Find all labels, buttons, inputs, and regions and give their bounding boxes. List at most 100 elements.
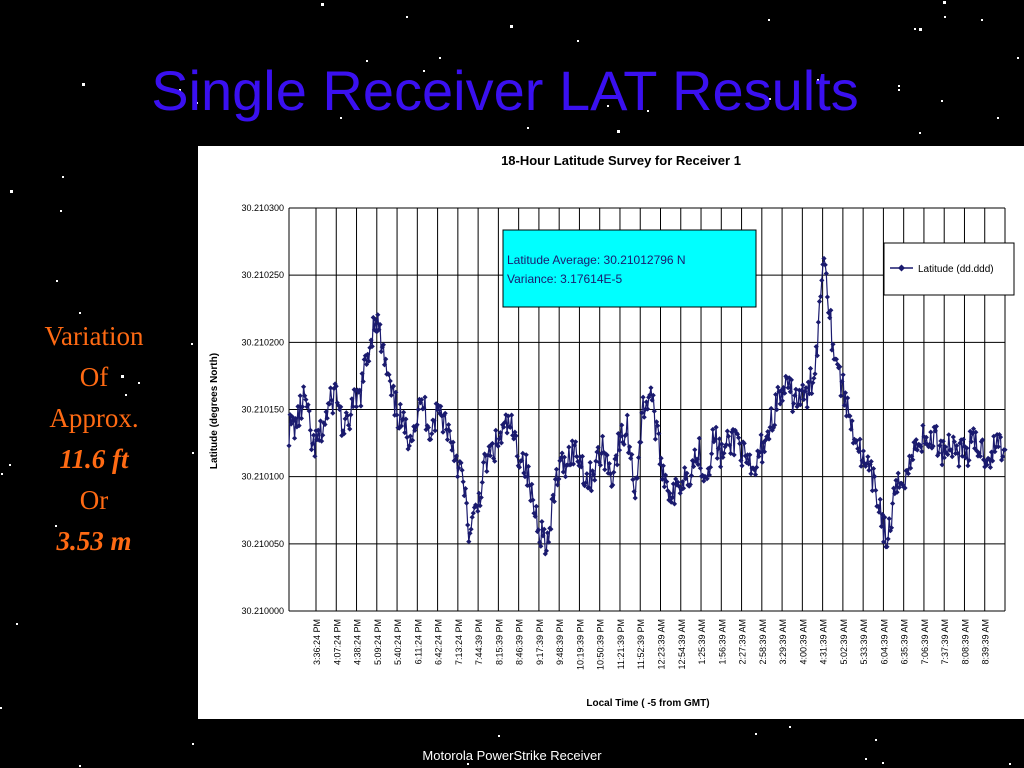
x-tick-label: 5:02:39 AM <box>839 619 849 665</box>
data-point <box>823 270 829 277</box>
data-point <box>988 449 995 455</box>
data-point <box>688 473 694 479</box>
data-point <box>850 440 856 446</box>
data-point <box>834 361 841 367</box>
data-point <box>870 466 877 472</box>
data-point <box>347 426 353 432</box>
data-point <box>882 514 888 520</box>
data-point <box>779 398 785 404</box>
data-point <box>787 389 793 395</box>
data-point <box>747 452 753 458</box>
data-point <box>768 405 774 412</box>
data-point <box>553 466 560 472</box>
data-point <box>713 424 719 430</box>
data-point <box>557 458 563 464</box>
star-dot <box>138 382 140 384</box>
data-point <box>984 462 990 468</box>
data-point <box>294 424 300 430</box>
data-point <box>714 455 720 461</box>
data-point <box>956 463 962 469</box>
data-point <box>697 465 703 471</box>
data-point <box>674 482 680 488</box>
data-point <box>308 447 315 453</box>
x-tick-label: 5:40:24 PM <box>393 619 403 665</box>
data-point <box>407 433 413 439</box>
data-point <box>458 460 464 466</box>
data-point <box>963 455 969 461</box>
data-point <box>1000 454 1006 460</box>
data-point <box>519 458 525 464</box>
data-point <box>573 439 579 445</box>
data-point <box>842 390 848 396</box>
data-point <box>477 503 483 509</box>
data-point <box>847 413 853 419</box>
data-point <box>742 453 748 459</box>
data-point <box>933 423 939 429</box>
data-point <box>504 430 510 436</box>
data-point <box>825 310 832 316</box>
data-point <box>292 435 298 441</box>
data-point <box>920 422 926 429</box>
star-dot <box>520 93 522 95</box>
data-point <box>723 442 729 448</box>
data-point <box>738 457 744 464</box>
data-point <box>821 255 827 262</box>
x-tick-label: 6:42:24 PM <box>434 619 444 665</box>
data-point <box>712 436 718 442</box>
data-point <box>299 404 306 410</box>
data-point <box>979 437 986 443</box>
star-dot <box>467 763 469 765</box>
data-point <box>721 450 727 456</box>
data-point <box>468 526 474 532</box>
data-point <box>569 438 575 444</box>
data-point <box>556 476 562 482</box>
data-point <box>815 319 821 325</box>
data-point <box>629 451 635 458</box>
data-point <box>340 428 346 434</box>
y-tick-label: 30.210250 <box>241 270 284 280</box>
data-point <box>658 455 664 461</box>
data-point <box>539 519 545 525</box>
data-point <box>372 317 379 323</box>
data-point <box>624 412 630 418</box>
data-point <box>428 436 434 442</box>
data-point <box>304 404 310 410</box>
data-point <box>732 427 738 433</box>
data-point <box>654 419 660 425</box>
data-point <box>856 449 862 455</box>
data-point <box>959 453 965 459</box>
data-point <box>875 503 881 509</box>
data-point <box>976 450 982 456</box>
data-point <box>819 277 825 283</box>
data-point <box>942 444 948 450</box>
data-point <box>343 410 349 416</box>
data-point <box>421 405 427 411</box>
x-tick-label: 9:48:39 PM <box>555 619 565 665</box>
data-point <box>645 406 651 412</box>
star-dot <box>817 79 819 81</box>
data-point <box>756 453 762 460</box>
data-point <box>537 539 543 545</box>
data-point <box>792 392 798 399</box>
data-point <box>786 375 792 381</box>
data-point <box>610 482 616 488</box>
star-dot <box>768 19 770 21</box>
data-point <box>630 477 636 483</box>
data-point <box>583 480 589 486</box>
legend-marker-icon <box>898 264 905 272</box>
data-point <box>634 475 640 481</box>
data-point <box>296 423 302 429</box>
data-point <box>851 436 857 442</box>
star-dot <box>755 733 757 735</box>
data-point <box>574 453 580 460</box>
data-point <box>995 444 1001 450</box>
star-dot <box>62 176 64 178</box>
data-point <box>484 468 490 474</box>
star-dot <box>0 707 2 709</box>
data-point <box>286 443 292 449</box>
data-point <box>957 440 963 446</box>
data-point <box>348 412 354 418</box>
data-point <box>453 453 460 459</box>
data-point <box>924 442 930 448</box>
data-point <box>415 406 421 413</box>
